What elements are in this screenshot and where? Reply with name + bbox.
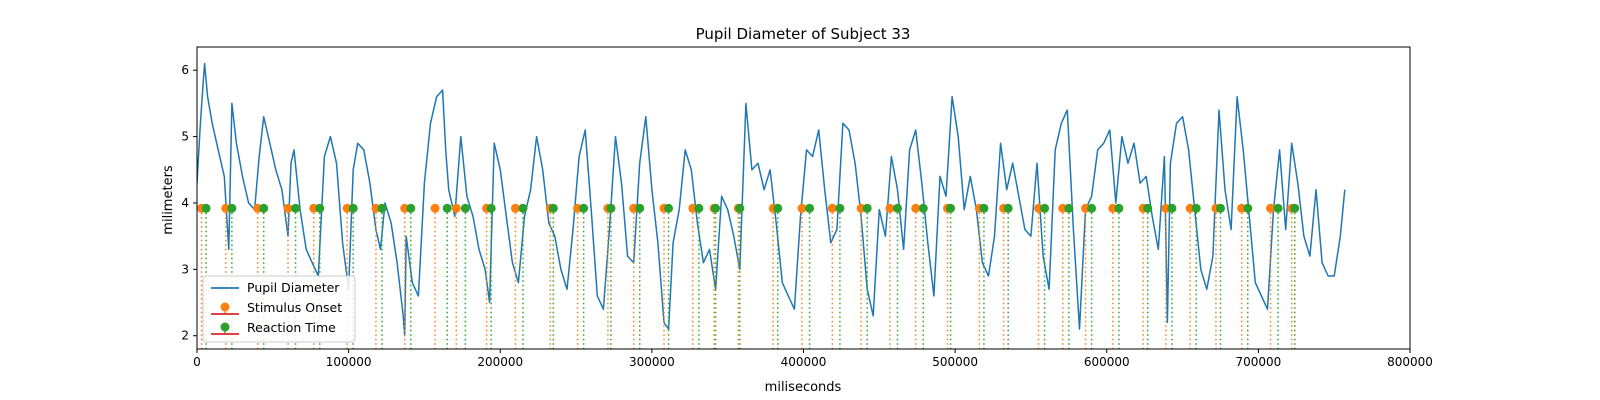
reaction-time-marker — [1087, 203, 1097, 213]
reaction-time-marker — [201, 203, 211, 213]
reaction-time-marker — [694, 203, 704, 213]
stimulus-onset-marker — [885, 203, 895, 213]
reaction-time-marker — [548, 203, 558, 213]
reaction-time-marker — [348, 203, 358, 213]
stimulus-onset-marker — [510, 203, 520, 213]
reaction-time-marker — [1064, 203, 1074, 213]
reaction-time-marker — [1215, 203, 1225, 213]
reaction-time-marker — [291, 203, 301, 213]
reaction-time-marker — [1273, 203, 1283, 213]
chart-title: Pupil Diameter of Subject 33 — [696, 25, 911, 43]
x-tick-label: 600000 — [1084, 355, 1130, 369]
reaction-time-marker — [1167, 203, 1177, 213]
legend-label: Reaction Time — [247, 320, 336, 335]
x-axis-label: miliseconds — [765, 380, 842, 395]
pupil-diameter-line — [197, 62, 1346, 337]
reaction-time-marker — [1143, 203, 1153, 213]
y-tick-label: 5 — [181, 130, 189, 144]
reaction-time-marker — [259, 203, 269, 213]
reaction-time-marker — [227, 203, 237, 213]
reaction-time-marker — [1040, 203, 1050, 213]
reaction-time-marker — [442, 203, 452, 213]
x-tick-label: 0 — [193, 355, 201, 369]
reaction-time-marker — [460, 203, 470, 213]
reaction-time-marker — [315, 203, 325, 213]
reaction-time-marker — [486, 203, 496, 213]
reaction-time-marker — [711, 203, 721, 213]
y-tick-label: 6 — [181, 63, 189, 77]
legend-marker-swatch — [220, 322, 230, 332]
y-tick-label: 3 — [181, 262, 189, 276]
y-axis-label: milimeters — [161, 165, 176, 235]
stimulus-onset-marker — [283, 203, 293, 213]
axes-frame — [196, 46, 1411, 350]
x-tick-label: 800000 — [1387, 355, 1433, 369]
stimulus-onset-marker — [797, 203, 807, 213]
reaction-time-marker — [606, 203, 616, 213]
stimulus-onset-marker — [827, 203, 837, 213]
x-tick-label: 700000 — [1235, 355, 1281, 369]
reaction-time-marker — [918, 203, 928, 213]
reaction-time-marker — [635, 203, 645, 213]
reaction-time-marker — [979, 203, 989, 213]
reaction-time-marker — [1003, 203, 1013, 213]
x-tick-label: 300000 — [629, 355, 675, 369]
reaction-time-marker — [579, 203, 589, 213]
x-tick-label: 100000 — [326, 355, 372, 369]
reaction-time-marker — [664, 203, 674, 213]
data-layer — [197, 62, 1346, 349]
plot-area: 0 100000 200000 300000 400000 500000 600000 700… — [181, 46, 1433, 369]
legend-box — [202, 275, 356, 343]
legend: Pupil Diameter Stimulus Onset Reaction Tim… — [202, 275, 356, 343]
reaction-time-marker — [862, 203, 872, 213]
reaction-time-marker — [1243, 203, 1253, 213]
reaction-time-marker — [773, 203, 783, 213]
reaction-time-marker — [735, 203, 745, 213]
stimulus-onset-marker — [911, 203, 921, 213]
stimulus-onset-marker — [1266, 203, 1276, 213]
x-tick-label: 400000 — [781, 355, 827, 369]
stimulus-onset-marker — [430, 203, 440, 213]
reaction-time-marker — [1290, 203, 1300, 213]
reaction-time-marker — [518, 203, 528, 213]
reaction-time-marker — [835, 203, 845, 213]
reaction-time-marker — [805, 203, 815, 213]
y-tick-label: 4 — [181, 196, 189, 210]
reaction-time-marker — [893, 203, 903, 213]
y-tick-label: 2 — [181, 329, 189, 343]
legend-marker-swatch — [220, 302, 230, 312]
reaction-time-stems — [201, 203, 1300, 349]
x-tick-label: 500000 — [932, 355, 978, 369]
legend-label: Pupil Diameter — [247, 280, 340, 295]
stimulus-onset-stems — [197, 203, 1297, 349]
reaction-time-marker — [377, 203, 387, 213]
reaction-time-marker — [1191, 203, 1201, 213]
reaction-time-marker — [1114, 203, 1124, 213]
legend-label: Stimulus Onset — [247, 300, 342, 315]
reaction-time-marker — [406, 203, 416, 213]
stimulus-onset-marker — [451, 203, 461, 213]
reaction-time-marker — [946, 203, 956, 213]
x-tick-label: 200000 — [477, 355, 523, 369]
